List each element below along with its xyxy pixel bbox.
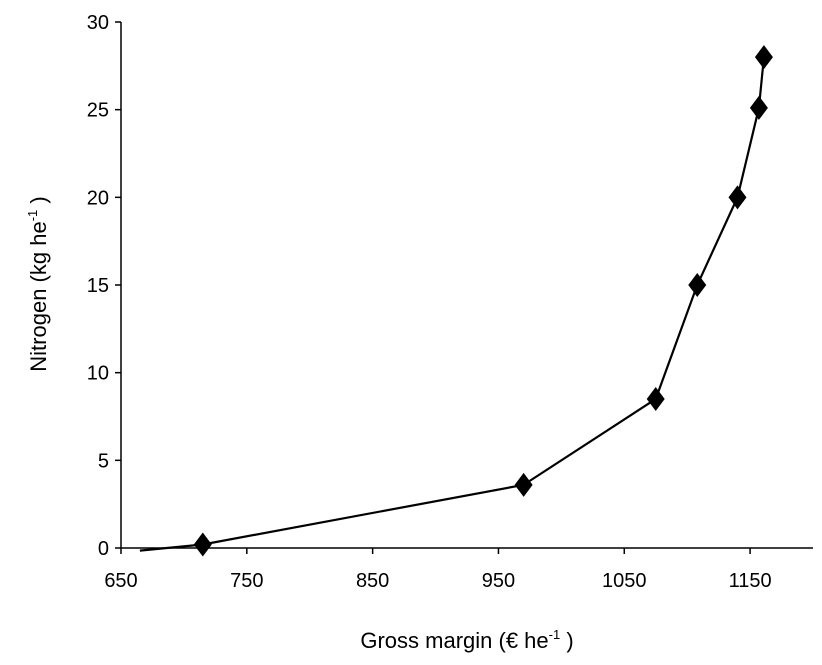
y-axis-title: Nitrogen (kg he-1 ): [25, 196, 51, 371]
series-layer: [139, 45, 773, 557]
x-tick-label: 950: [482, 570, 515, 592]
x-tick-label: 1150: [729, 570, 772, 592]
data-point-marker: [728, 185, 747, 210]
data-point-marker: [688, 273, 707, 297]
y-tick-label: 25: [87, 100, 109, 122]
data-point-marker: [193, 532, 212, 557]
data-point-marker: [754, 45, 773, 70]
y-axis-ticks: 0 5 10 15 20 25 30: [87, 12, 121, 560]
y-tick-label: 15: [87, 275, 109, 297]
y-tick-label: 20: [87, 187, 109, 209]
x-tick-label: 1050: [602, 570, 647, 592]
series-line: [139, 56, 766, 552]
y-tick-label: 0: [98, 538, 109, 560]
y-tick-label: 10: [87, 363, 109, 385]
x-tick-label: 750: [230, 570, 263, 592]
y-tick-label: 30: [87, 12, 109, 34]
x-axis-title: Gross margin (€ he-1 ): [360, 627, 573, 653]
y-tick-label: 5: [98, 450, 109, 472]
data-point-marker: [749, 95, 768, 120]
x-tick-label: 650: [104, 570, 137, 592]
data-point-marker: [646, 386, 665, 411]
data-point-marker: [514, 472, 533, 497]
x-axis-ticks: 650 750 850 950 1050 1150: [104, 548, 772, 592]
x-tick-label: 850: [356, 570, 389, 592]
